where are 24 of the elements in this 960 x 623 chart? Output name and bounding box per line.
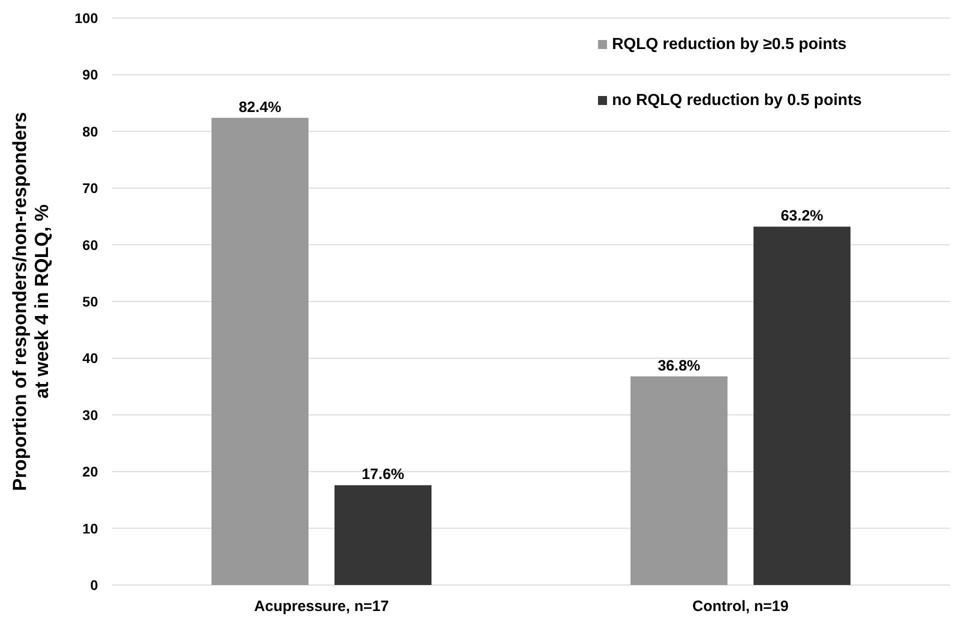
y-tick-label: 0 [90,577,98,593]
y-tick-label: 10 [82,520,98,536]
y-tick-label: 50 [82,294,98,310]
legend-label: RQLQ reduction by ≥0.5 points [612,36,847,53]
bar [630,376,728,585]
y-tick-label: 70 [82,180,98,196]
data-label: 63.2% [780,208,824,225]
y-tick-label: 90 [82,66,98,83]
y-tick-label: 20 [82,464,98,480]
data-label: 82.4% [238,98,282,116]
data-label: 17.6% [362,466,404,484]
y-tick-label: 40 [82,350,98,366]
y-axis-title: Proportion of responders/non-responders at week 4 in RQLQ, % [10,112,53,491]
data-label: 36.8% [658,357,700,374]
bar [334,485,432,585]
bar [212,118,308,585]
x-tick-label: Acupressure, n=17 [254,598,389,615]
y-tick-label: 30 [82,406,98,423]
bar [754,226,850,585]
y-tick-label: 60 [82,236,98,253]
y-tick-label: 100 [74,10,98,26]
y-tick-label: 80 [82,123,98,140]
x-tick-label: Control, n=19 [692,598,789,615]
legend-label: no RQLQ reduction by 0.5 points [612,92,862,109]
